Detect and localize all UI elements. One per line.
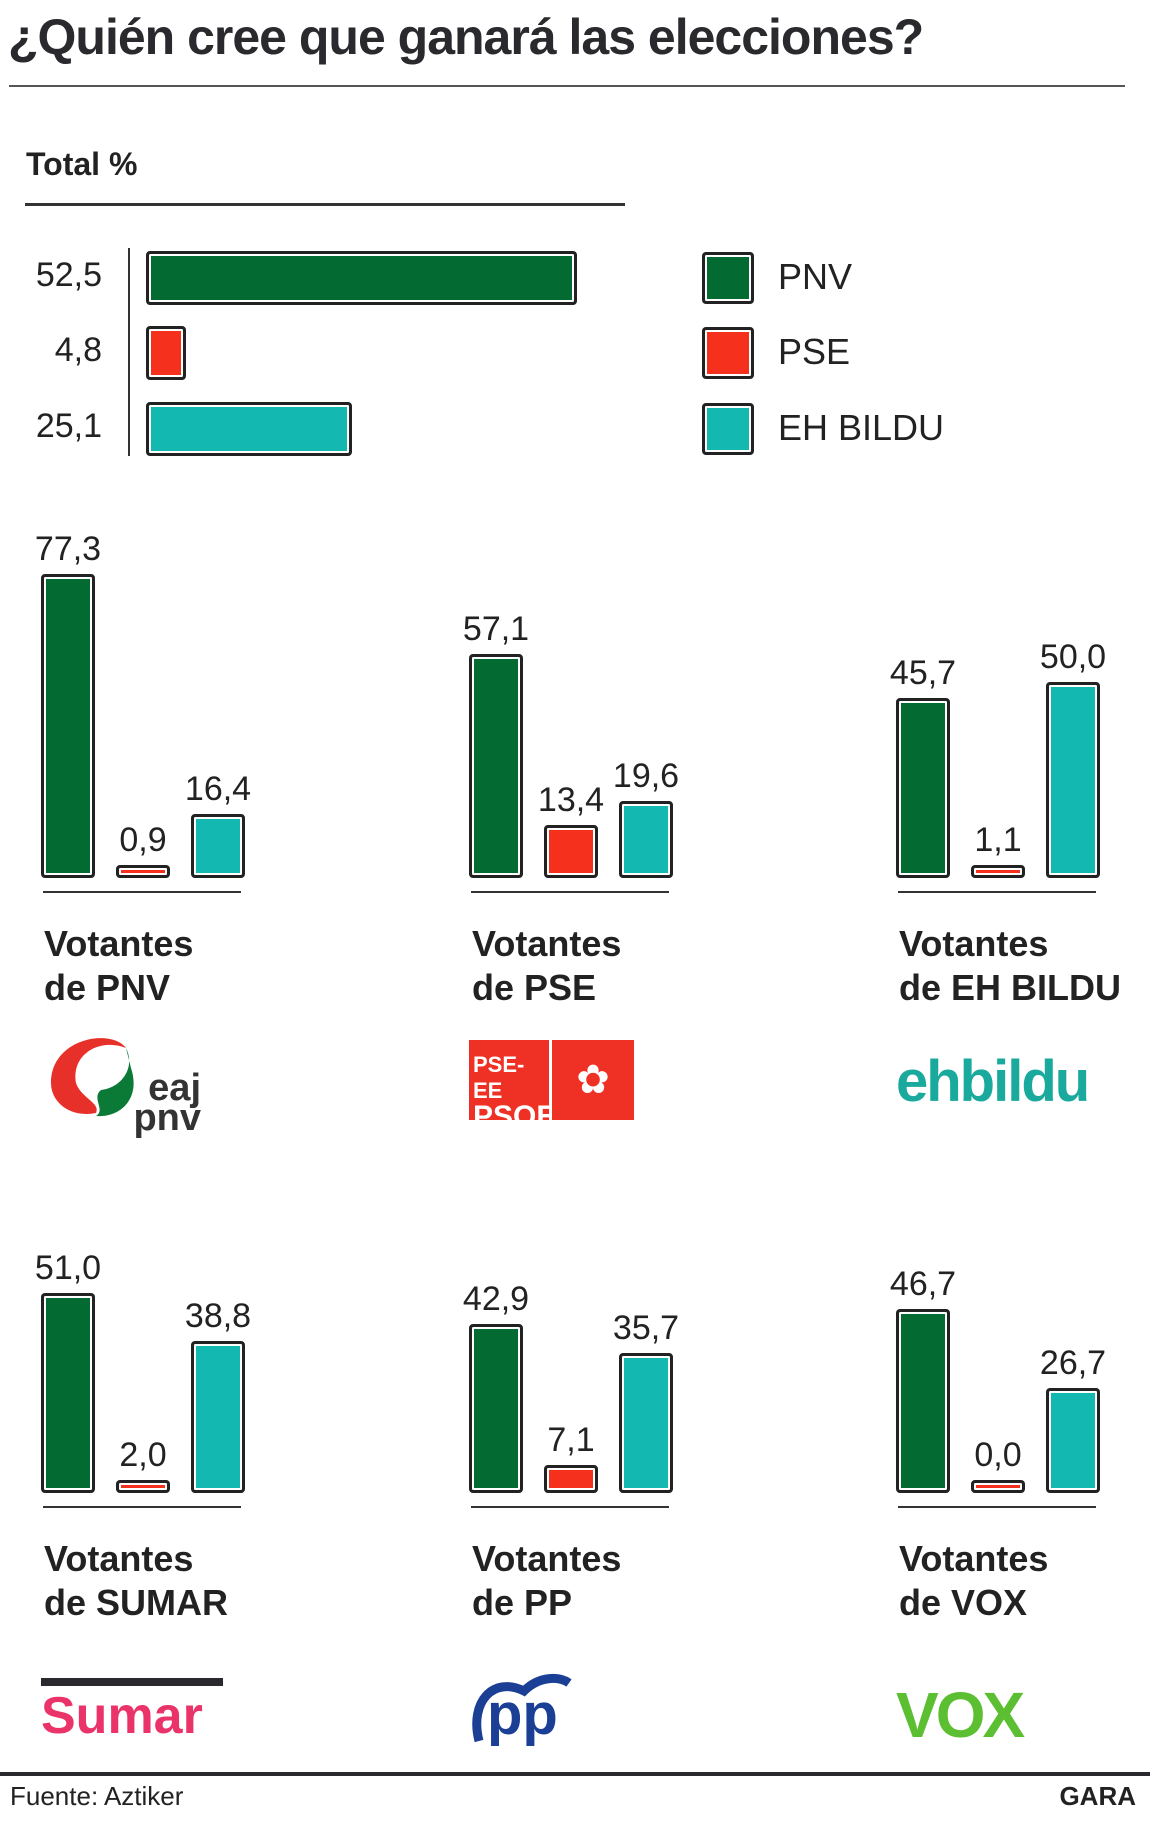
logo-bar [41, 1678, 223, 1686]
total-bar-eh-bildu [146, 402, 352, 456]
bar-pse [116, 865, 170, 878]
bar-eh-bildu [191, 1340, 245, 1493]
value-label: 13,4 [537, 781, 605, 820]
legend-swatch-pnv [702, 252, 754, 304]
group-title-line1: Votantes [472, 1538, 622, 1579]
logo-text: Sumar [41, 1687, 203, 1745]
group-title-line2: de PP [472, 1582, 573, 1623]
total-bar-pnv [146, 251, 577, 305]
group-axis [898, 1506, 1096, 1508]
value-label: 57,1 [462, 609, 530, 648]
value-label: 77,3 [34, 530, 102, 569]
bar-pse [971, 865, 1025, 878]
bar-pnv [896, 698, 950, 878]
group-chart-de-pse: 57,1 13,4 19,6 Votantes de PSE PSE-EE PSOE ✿ [463, 0, 799, 1826]
bar-pnv [41, 574, 95, 878]
total-value-label: 4,8 [54, 331, 102, 369]
value-label: 45,7 [889, 654, 957, 693]
group-chart-de-eh-bildu: 45,7 1,1 50,0 Votantes de EH BILDU ehbildu [890, 0, 1150, 1826]
value-label: 19,6 [612, 756, 680, 795]
group-axis [898, 891, 1096, 893]
group-axis [471, 1506, 669, 1508]
value-label: 35,7 [612, 1308, 680, 1347]
bar-pnv [41, 1292, 95, 1493]
value-label: 7,1 [547, 1421, 595, 1460]
group-title-line2: de PNV [44, 967, 171, 1008]
bar-eh-bildu [1046, 1388, 1100, 1493]
bar-pnv [469, 653, 523, 878]
source-note: Fuente: Aztiker [10, 1781, 184, 1811]
total-divider [25, 203, 625, 206]
chart-title: ¿Quién cree que ganará las elecciones? [8, 9, 924, 65]
total-axis [128, 248, 130, 456]
legend-label: PSE [778, 331, 851, 372]
group-title-line1: Votantes [472, 923, 622, 964]
bar-eh-bildu [619, 1352, 673, 1493]
publisher-brand: GARA [1059, 1781, 1136, 1811]
legend-label: EH BILDU [778, 407, 945, 448]
value-label: 26,7 [1039, 1344, 1107, 1383]
party-logo: PSE-EE PSOE ✿ [469, 1040, 634, 1132]
value-label: 42,9 [462, 1280, 530, 1319]
group-title-line2: de SUMAR [44, 1582, 229, 1623]
bar-pse [544, 825, 598, 878]
party-logo: VOX [896, 1678, 1025, 1752]
total-bar-pse [146, 326, 186, 380]
logo-text: pp [487, 1682, 558, 1747]
value-label: 51,0 [34, 1248, 102, 1287]
total-value-label: 52,5 [35, 256, 102, 294]
value-label: 2,0 [119, 1436, 167, 1474]
group-chart-de-vox: 46,7 0,0 26,7 Votantes de VOX VOX [890, 0, 1150, 1826]
group-axis [43, 891, 241, 893]
value-label: 50,0 [1039, 637, 1107, 676]
footer-divider [0, 1772, 1150, 1776]
group-chart-de-pnv: 77,3 0,9 16,4 Votantes de PNV eaj pnv [35, 0, 371, 1826]
group-chart-de-pp: 42,9 7,1 35,7 Votantes de PP pp [463, 0, 799, 1826]
bar-eh-bildu [1046, 681, 1100, 878]
group-title-line1: Votantes [44, 923, 194, 964]
value-label: 46,7 [889, 1265, 957, 1304]
total-section-title: Total % [26, 146, 138, 182]
value-label: 1,1 [974, 821, 1022, 859]
party-logo: Sumar [41, 1678, 223, 1742]
group-title-line2: de EH BILDU [899, 967, 1122, 1008]
group-title-line1: Votantes [44, 1538, 194, 1579]
logo-text: ehbildu [896, 1049, 1090, 1114]
group-title-line1: Votantes [899, 1538, 1049, 1579]
value-label: 38,8 [184, 1296, 252, 1335]
group-axis [43, 1506, 241, 1508]
bar-pse [116, 1480, 170, 1493]
bar-pnv [469, 1324, 523, 1493]
group-title-line2: de VOX [899, 1582, 1028, 1623]
total-value-label: 25,1 [35, 407, 102, 445]
party-logo: ehbildu [896, 1048, 1090, 1115]
legend-swatch-eh-bildu [702, 403, 754, 455]
value-label: 16,4 [184, 769, 252, 808]
logo-text: eaj pnv [133, 1067, 201, 1139]
legend-swatch-pse [702, 327, 754, 379]
logo-text: VOX [896, 1679, 1025, 1751]
value-label: 0,9 [119, 821, 167, 859]
group-chart-de-sumar: 51,0 2,0 38,8 Votantes de SUMAR Sumar [35, 0, 371, 1826]
bar-pse [544, 1465, 598, 1493]
bar-eh-bildu [619, 800, 673, 878]
legend-label: PNV [778, 256, 853, 297]
group-axis [471, 891, 669, 893]
group-title-line1: Votantes [899, 923, 1049, 964]
value-label: 0,0 [974, 1436, 1022, 1474]
title-divider [9, 85, 1125, 87]
bar-pse [971, 1480, 1025, 1493]
bar-eh-bildu [191, 813, 245, 878]
group-title-line2: de PSE [472, 967, 597, 1008]
party-logo: eaj pnv [41, 1028, 211, 1153]
bar-pnv [896, 1309, 950, 1493]
